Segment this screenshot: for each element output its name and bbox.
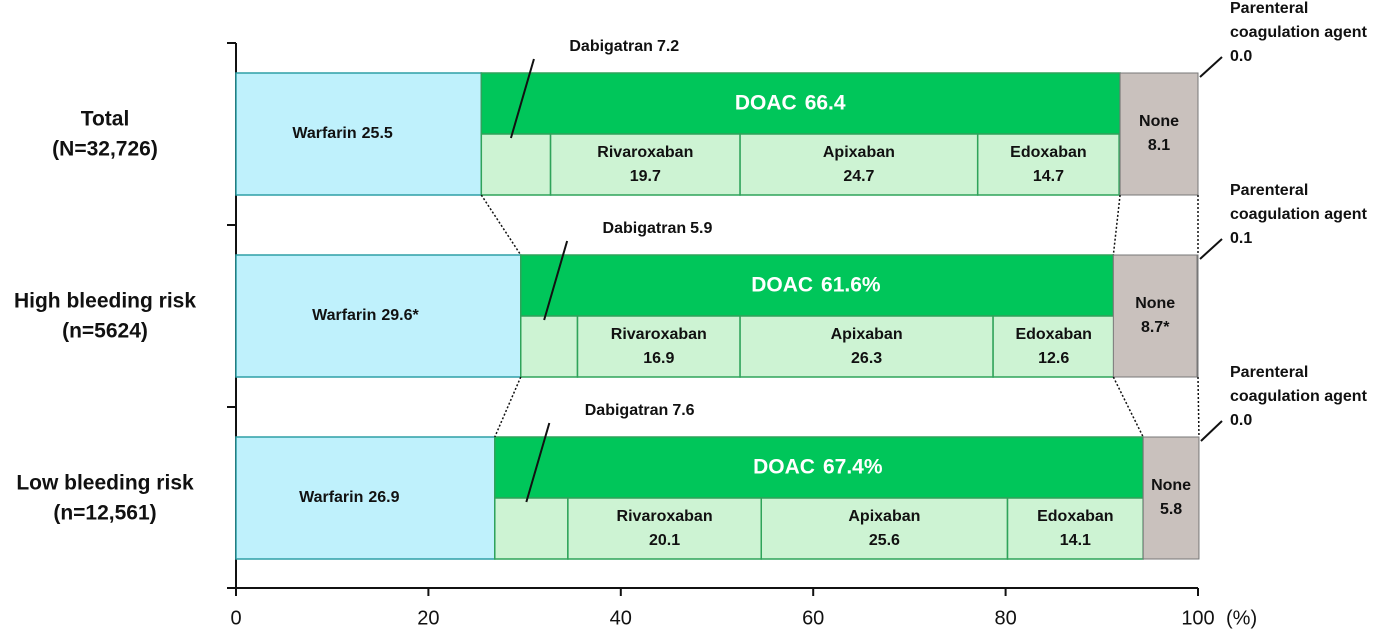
bar-segment bbox=[520, 315, 579, 378]
bar-segment bbox=[235, 72, 483, 196]
category-note: (n=5624) bbox=[62, 320, 148, 343]
x-unit: (%) bbox=[1226, 607, 1257, 629]
callout-name: Dabigatran bbox=[585, 402, 669, 419]
segment-name: Warfarin bbox=[292, 125, 356, 142]
segment-name: DOAC bbox=[751, 274, 813, 297]
leader-line bbox=[543, 240, 569, 321]
segment-name: Rivaroxaban bbox=[617, 508, 713, 525]
connector bbox=[480, 194, 522, 256]
x-tick-label: 40 bbox=[610, 607, 632, 629]
callout-value: 0.0 bbox=[1230, 48, 1253, 65]
segment-label: 66.4 bbox=[805, 92, 846, 115]
bar-segment bbox=[1142, 436, 1200, 560]
segment-name: DOAC bbox=[753, 456, 815, 479]
segment-label: 24.7 bbox=[843, 168, 874, 185]
callout-value: 7.6 bbox=[672, 402, 694, 419]
segment-name: None bbox=[1139, 113, 1179, 130]
x-tick-label: 80 bbox=[994, 607, 1016, 629]
segment-name: Apixaban bbox=[848, 508, 920, 525]
bar-segment bbox=[549, 133, 741, 196]
bar-segment bbox=[520, 254, 1115, 317]
segment-name: Apixaban bbox=[831, 326, 903, 343]
x-tick-label: 0 bbox=[230, 607, 241, 629]
segment-name: DOAC bbox=[735, 92, 797, 115]
connector bbox=[1112, 194, 1121, 256]
segment-label: 25.6 bbox=[869, 532, 900, 549]
segment-name: Edoxaban bbox=[1010, 144, 1086, 161]
category-label: Total bbox=[81, 108, 130, 131]
segment-label: 26.3 bbox=[851, 350, 882, 367]
bar-segment bbox=[760, 497, 1009, 560]
segment-label: 61.6% bbox=[821, 274, 881, 297]
category-note: (N=32,726) bbox=[52, 138, 158, 161]
segment-name: Edoxaban bbox=[1015, 326, 1091, 343]
callout-value: 7.2 bbox=[657, 38, 679, 55]
x-tick-label: 20 bbox=[417, 607, 439, 629]
bar-segment bbox=[576, 315, 741, 378]
leader-line bbox=[509, 58, 535, 139]
segment-label: 25.5 bbox=[362, 125, 393, 142]
bar-segment bbox=[235, 436, 496, 560]
bar-segment bbox=[494, 436, 1144, 499]
callout-value: 0.1 bbox=[1230, 230, 1253, 247]
callout-name: Parenteral coagulation agent bbox=[1230, 0, 1367, 41]
bar-segment bbox=[739, 315, 994, 378]
connector bbox=[494, 376, 522, 438]
segment-label: 26.9 bbox=[368, 489, 399, 506]
segment-name: Rivaroxaban bbox=[597, 144, 693, 161]
bar-segment bbox=[976, 133, 1120, 196]
bar-segment bbox=[235, 254, 522, 378]
callout-name: Parenteral coagulation agent bbox=[1230, 182, 1367, 223]
bar-segment bbox=[1112, 254, 1198, 378]
segment-name: Rivaroxaban bbox=[611, 326, 707, 343]
callout-value: 0.0 bbox=[1230, 412, 1253, 429]
segment-label: 20.1 bbox=[649, 532, 680, 549]
segment-name: Warfarin bbox=[299, 489, 363, 506]
leader-line bbox=[1199, 56, 1223, 78]
segment-label: 19.7 bbox=[630, 168, 661, 185]
category-note: (n=12,561) bbox=[53, 502, 156, 525]
segment-label: 67.4% bbox=[823, 456, 883, 479]
bar-segment bbox=[567, 497, 763, 560]
bar-segment bbox=[480, 72, 1121, 135]
bar-segment bbox=[1006, 497, 1144, 560]
connector bbox=[1197, 376, 1200, 438]
callout-value: 5.9 bbox=[690, 220, 712, 237]
leader-line bbox=[1199, 238, 1223, 260]
bar-segment bbox=[1196, 254, 1199, 378]
segment-name: None bbox=[1135, 295, 1175, 312]
segment-label: 16.9 bbox=[643, 350, 674, 367]
segment-label: 29.6* bbox=[381, 307, 419, 324]
x-tick-label: 60 bbox=[802, 607, 824, 629]
segment-name: None bbox=[1151, 477, 1191, 494]
segment-label: 14.1 bbox=[1060, 532, 1091, 549]
callout-name: Dabigatran bbox=[603, 220, 687, 237]
bar-segment bbox=[992, 315, 1116, 378]
segment-label: 8.1 bbox=[1148, 137, 1170, 154]
category-label: Low bleeding risk bbox=[16, 472, 194, 495]
segment-name: Warfarin bbox=[312, 307, 376, 324]
segment-name: Edoxaban bbox=[1037, 508, 1113, 525]
callout-name: Parenteral coagulation agent bbox=[1230, 364, 1367, 405]
callout-name: Dabigatran bbox=[569, 38, 653, 55]
segment-label: 14.7 bbox=[1033, 168, 1064, 185]
segment-label: 8.7* bbox=[1141, 319, 1170, 336]
bar-segment bbox=[494, 497, 569, 560]
segment-label: 12.6 bbox=[1038, 350, 1069, 367]
bar-segment bbox=[1119, 72, 1199, 196]
segment-name: Apixaban bbox=[823, 144, 895, 161]
connector bbox=[1112, 376, 1144, 438]
segment-label: 5.8 bbox=[1160, 501, 1182, 518]
category-label: High bleeding risk bbox=[14, 290, 196, 313]
x-tick-label: 100 bbox=[1181, 607, 1214, 629]
bar-segment bbox=[739, 133, 979, 196]
bar-segment bbox=[480, 133, 552, 196]
leader-line bbox=[525, 422, 551, 503]
leader-line bbox=[1200, 420, 1223, 442]
